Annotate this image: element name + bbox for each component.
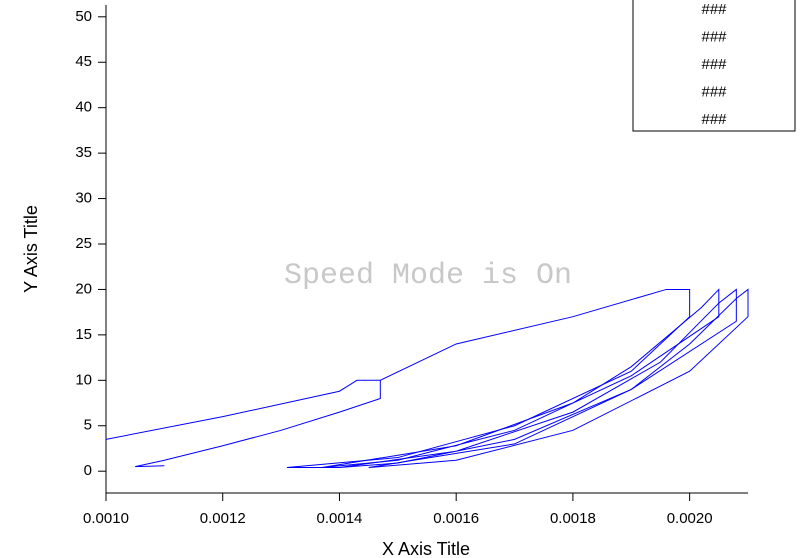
legend-label: ### (701, 111, 727, 128)
x-tick-label: 0.0012 (200, 510, 246, 527)
y-tick-label: 50 (75, 8, 92, 25)
legend-label: ### (701, 83, 727, 100)
y-axis-title: Y Axis Title (21, 205, 41, 293)
watermark: Speed Mode is On (284, 259, 572, 293)
x-tick-label: 0.0010 (83, 510, 129, 527)
legend-label: ### (701, 28, 727, 45)
y-tick-label: 25 (75, 235, 92, 252)
x-tick-label: 0.0020 (667, 510, 713, 527)
y-tick-label: 30 (75, 190, 92, 207)
y-tick-label: 15 (75, 326, 92, 343)
y-tick-label: 35 (75, 144, 92, 161)
y-tick-label: 5 (84, 417, 92, 434)
y-tick-label: 45 (75, 53, 92, 70)
legend-box (632, 0, 796, 132)
y-tick-label: 20 (75, 280, 92, 297)
x-tick-label: 0.0018 (550, 510, 596, 527)
y-tick-label: 10 (75, 371, 92, 388)
legend-label: ### (701, 1, 727, 18)
x-axis-title: X Axis Title (382, 539, 470, 558)
data-line (105, 379, 381, 468)
y-tick-label: 40 (75, 99, 92, 116)
x-tick-label: 0.0016 (433, 510, 479, 527)
data-line (339, 288, 737, 469)
legend-label: ### (701, 56, 727, 73)
data-line (321, 288, 720, 469)
x-tick-label: 0.0014 (317, 510, 363, 527)
data-line (368, 288, 749, 469)
y-tick-label: 0 (84, 462, 92, 479)
